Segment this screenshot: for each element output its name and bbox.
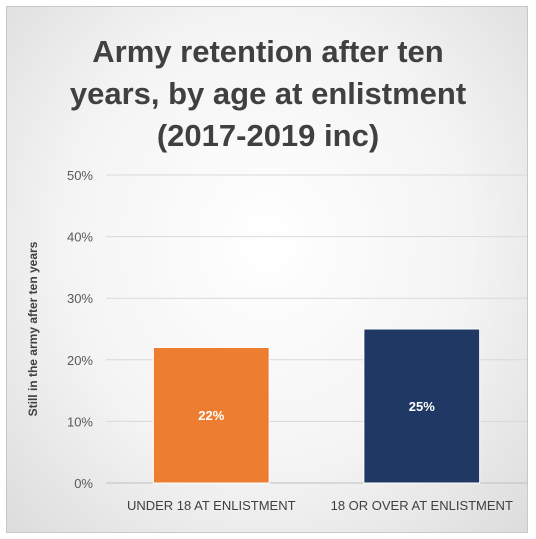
- bar: [363, 328, 481, 484]
- category-label: UNDER 18 AT ENLISTMENT: [127, 498, 296, 513]
- y-tick-label: 10%: [67, 414, 93, 429]
- y-axis-label: Still in the army after ten years: [26, 241, 40, 416]
- chart-title-line-2: years, by age at enlistment: [69, 76, 467, 111]
- bar-data-label: 22%: [198, 408, 224, 423]
- y-tick-label: 30%: [67, 291, 93, 306]
- y-tick-label: 40%: [67, 230, 93, 245]
- y-tick-label: 20%: [67, 353, 93, 368]
- bar: [152, 346, 270, 484]
- y-tick-labels: 0% 10% 20% 30% 40% 50%: [67, 168, 93, 491]
- y-tick-label: 50%: [67, 168, 93, 183]
- bar-data-label: 25%: [409, 399, 435, 414]
- bars: 22% 25%: [152, 328, 481, 484]
- chart-title: Army retention after ten years, by age a…: [7, 31, 529, 157]
- y-tick-label: 0%: [74, 476, 93, 491]
- chart-title-line-3: (2017-2019 inc): [156, 118, 380, 153]
- chart-title-line-1: Army retention after ten: [92, 34, 444, 69]
- plot-svg: 0% 10% 20% 30% 40% 50% 22% 25% UNDER 18 AT ENL…: [26, 168, 527, 513]
- chart-area: Army retention after ten years, by age a…: [6, 6, 528, 533]
- category-label: 18 OR OVER AT ENLISTMENT: [331, 498, 513, 513]
- category-labels: UNDER 18 AT ENLISTMENT 18 OR OVER AT ENLI…: [127, 498, 513, 513]
